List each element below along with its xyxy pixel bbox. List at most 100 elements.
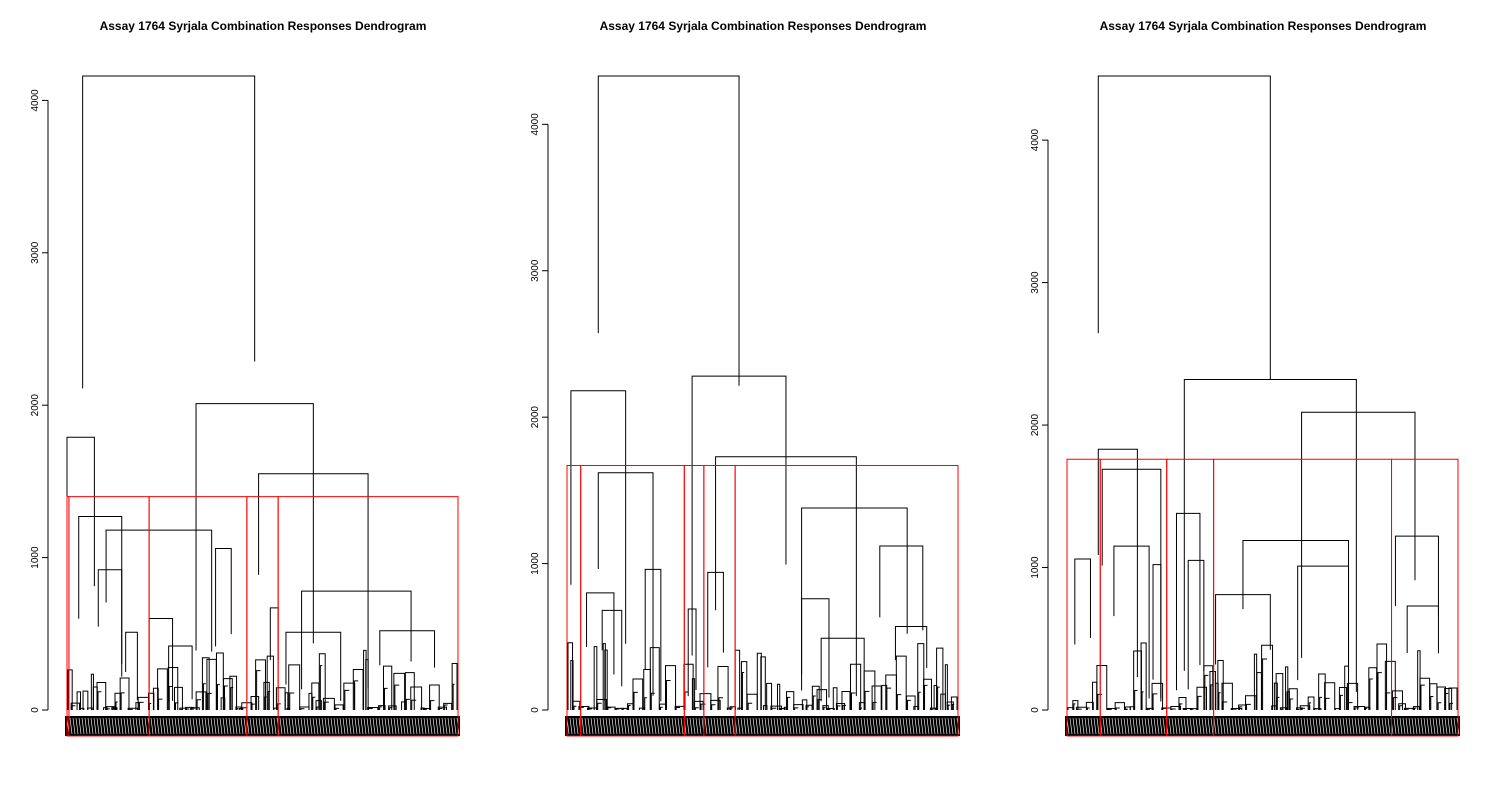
- dendrogram-leaf-branch: [766, 682, 773, 710]
- dendrogram-leaf-branch: [930, 708, 934, 710]
- leaf-label-tick: [902, 717, 906, 735]
- dendrogram-leaf-branch: [886, 687, 892, 710]
- leaf-label-tick: [210, 717, 214, 735]
- leaf-label-tick: [1084, 717, 1088, 735]
- dendrogram-leaf-branch: [1114, 702, 1125, 710]
- leaf-label-tick: [1168, 717, 1172, 735]
- leaf-label-tick: [947, 717, 951, 735]
- dendrogram-leaf-branch: [1324, 682, 1336, 710]
- leaf-label-tick: [351, 717, 355, 735]
- leaf-label-tick: [1189, 717, 1193, 735]
- leaf-label-tick: [1378, 717, 1382, 735]
- leaf-label-tick: [698, 717, 702, 735]
- dendrogram-merge: [1183, 378, 1357, 692]
- leaf-label-tick: [303, 717, 307, 735]
- dendrogram-leaf-branch: [1314, 708, 1318, 710]
- leaf-label-tick: [1420, 717, 1424, 735]
- dendrogram-merge: [215, 547, 232, 647]
- dendrogram-leaf-branch: [1134, 690, 1138, 710]
- leaf-label-tick: [273, 717, 277, 735]
- leaf-label-tick: [231, 717, 235, 735]
- dendrogram-merge: [168, 645, 193, 701]
- leaf-label-tick: [1336, 717, 1340, 735]
- leaf-label-tick: [1075, 717, 1079, 735]
- leaf-label-tick: [752, 717, 756, 735]
- leaf-label-tick: [1261, 717, 1265, 735]
- dendrogram-leaf-branch: [352, 668, 364, 710]
- leaf-label-tick: [138, 717, 142, 735]
- dendrogram-leaf-branch: [322, 697, 335, 710]
- dendrogram-leaf-branch: [711, 704, 716, 710]
- leaf-label-tick: [689, 717, 693, 735]
- leaf-label-tick: [135, 717, 139, 735]
- dendrogram-leaf-branch: [1239, 706, 1243, 710]
- y-tick-label: 0: [1030, 707, 1041, 713]
- leaf-label-tick: [120, 717, 124, 735]
- dendrogram-leaf-branch: [127, 707, 139, 710]
- leaf-label-tick: [369, 717, 373, 735]
- leaf-label-tick: [1330, 717, 1334, 735]
- leaf-label-tick: [878, 717, 882, 735]
- leaf-label-tick: [81, 717, 85, 735]
- leaf-label-tick: [1396, 717, 1400, 735]
- leaf-label-tick: [201, 717, 205, 735]
- dendrogram-leaf-branch: [1413, 707, 1417, 710]
- leaf-label-tick: [1267, 717, 1271, 735]
- leaf-label-tick: [1069, 717, 1073, 735]
- leaf-label-tick: [1279, 717, 1283, 735]
- leaf-label-tick: [851, 717, 855, 735]
- leaf-label-tick: [1144, 717, 1148, 735]
- leaf-label-tick: [728, 717, 732, 735]
- dendrogram-leaf-branch: [906, 695, 916, 710]
- leaf-label-tick: [1285, 717, 1289, 735]
- leaf-label-tick: [587, 717, 591, 735]
- dendrogram-leaf-branch: [596, 698, 607, 710]
- leaf-label-tick: [1108, 717, 1112, 735]
- leaf-label-tick: [677, 717, 681, 735]
- y-tick-label: 4000: [30, 89, 41, 112]
- leaf-label-tick: [312, 717, 316, 735]
- dendrogram-leaf-branch: [841, 691, 851, 710]
- dendrogram-leaf-branch: [1285, 666, 1289, 710]
- leaf-label-tick: [1273, 717, 1277, 735]
- leaf-label-tick: [234, 717, 238, 735]
- dendrogram-leaf-branch: [850, 692, 856, 710]
- dendrogram-leaf-branch: [1385, 692, 1391, 710]
- leaf-label-tick: [662, 717, 666, 735]
- leaf-label-tick: [111, 717, 115, 735]
- leaf-label-tick: [99, 717, 103, 735]
- leaf-label-tick: [1309, 717, 1313, 735]
- dendrogram-leaf-branch: [1445, 693, 1449, 710]
- leaf-label-tick: [450, 717, 454, 735]
- leaf-label-tick: [159, 717, 163, 735]
- dendrogram-merge: [570, 390, 627, 644]
- leaf-label-tick: [605, 717, 609, 735]
- dendrogram-merge: [597, 472, 654, 696]
- dendrogram-merge: [820, 637, 865, 702]
- leaf-label-tick: [1246, 717, 1250, 735]
- dendrogram-leaf-branch: [1086, 707, 1090, 710]
- dendrogram-leaf-branch: [367, 707, 379, 710]
- leaf-label-tick: [1222, 717, 1226, 735]
- dendrogram-merge: [801, 507, 908, 675]
- dendrogram-leaf-branch: [816, 689, 828, 710]
- leaf-label-tick: [270, 717, 274, 735]
- leaf-label-tick: [590, 717, 594, 735]
- leaf-label-tick: [638, 717, 642, 735]
- leaf-label-tick: [1150, 717, 1154, 735]
- dendrogram-leaf-branch: [334, 704, 344, 710]
- dendrogram-merge: [1301, 411, 1416, 658]
- leaf-label-tick: [1447, 717, 1451, 735]
- leaf-label-tick: [387, 717, 391, 735]
- dendrogram-leaf-branch: [394, 684, 400, 710]
- leaf-label-tick: [1426, 717, 1430, 735]
- leaf-label-tick: [261, 717, 265, 735]
- dendrogram-leaf-branch: [684, 691, 689, 710]
- leaf-label-tick: [1423, 717, 1427, 735]
- leaf-label-tick: [1450, 717, 1454, 735]
- leaf-label-tick: [647, 717, 651, 735]
- leaf-label-tick: [1138, 717, 1142, 735]
- dendrogram-leaf-branch: [319, 665, 323, 710]
- dendrogram-leaf-branch: [76, 691, 81, 710]
- dendrogram-leaf-branch: [174, 686, 183, 710]
